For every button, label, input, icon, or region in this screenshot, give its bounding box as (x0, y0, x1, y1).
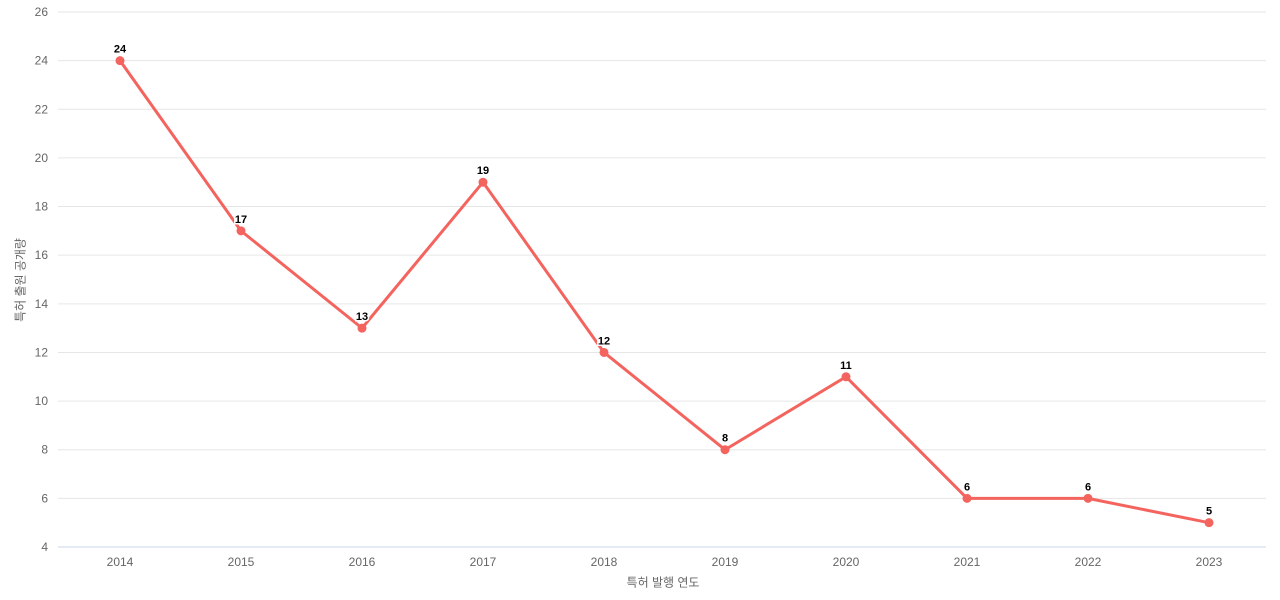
x-tick-label: 2023 (1196, 555, 1223, 569)
x-tick-label: 2015 (228, 555, 255, 569)
y-tick-label: 20 (35, 151, 49, 165)
y-tick-label: 22 (35, 102, 49, 116)
data-point-marker[interactable] (841, 372, 851, 382)
y-tick-label: 18 (35, 200, 49, 214)
x-tick-label: 2018 (591, 555, 618, 569)
y-tick-label: 16 (35, 248, 49, 262)
y-tick-label: 8 (41, 443, 48, 457)
y-tick-label: 10 (35, 394, 49, 408)
data-point-marker[interactable] (962, 493, 972, 503)
data-label: 13 (356, 311, 368, 323)
data-label: 24 (114, 44, 127, 56)
data-point-marker[interactable] (1204, 518, 1214, 528)
data-label: 12 (598, 335, 610, 347)
data-label: 5 (1206, 506, 1212, 518)
y-tick-label: 24 (35, 54, 49, 68)
x-tick-label: 2022 (1075, 555, 1102, 569)
data-label: 17 (235, 214, 247, 226)
x-axis-title: 특허 발행 연도 (626, 575, 700, 590)
x-tick-label: 2016 (349, 555, 376, 569)
y-tick-label: 12 (35, 345, 49, 359)
data-label: 8 (722, 433, 728, 445)
y-axis-title: 특허 출원 공개량 (13, 238, 28, 322)
y-tick-label: 4 (41, 540, 48, 554)
y-tick-label: 14 (35, 297, 49, 311)
data-point-marker[interactable] (1083, 493, 1093, 503)
y-tick-label: 26 (35, 5, 49, 19)
x-tick-label: 2017 (470, 555, 497, 569)
data-label: 19 (477, 165, 489, 177)
data-label: 11 (840, 360, 852, 372)
series-line (118, 59, 1211, 525)
data-point-marker[interactable] (720, 445, 730, 455)
x-tick-label: 2020 (833, 555, 860, 569)
data-point-marker[interactable] (115, 56, 125, 66)
data-point-marker[interactable] (599, 347, 609, 357)
x-tick-label: 2019 (712, 555, 739, 569)
data-point-marker[interactable] (478, 177, 488, 187)
data-point-marker[interactable] (236, 226, 246, 236)
y-tick-label: 6 (41, 491, 48, 505)
x-tick-label: 2021 (954, 555, 981, 569)
data-label: 6 (964, 481, 970, 493)
x-tick-label: 2014 (107, 555, 134, 569)
data-label: 6 (1085, 481, 1091, 493)
data-point-marker[interactable] (357, 323, 367, 333)
